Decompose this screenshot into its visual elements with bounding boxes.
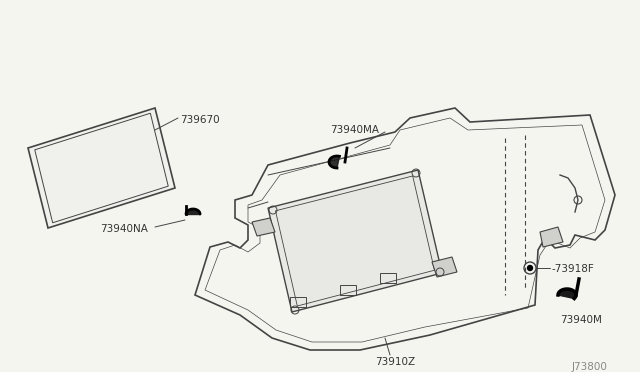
Polygon shape <box>28 108 175 228</box>
Text: 739670: 739670 <box>180 115 220 125</box>
Polygon shape <box>195 108 615 350</box>
Polygon shape <box>558 289 576 298</box>
Text: 73940MA: 73940MA <box>330 125 379 135</box>
Polygon shape <box>268 170 442 312</box>
Circle shape <box>527 266 532 270</box>
Text: 73910Z: 73910Z <box>375 357 415 367</box>
Text: -73918F: -73918F <box>552 264 595 274</box>
Text: 73940M: 73940M <box>560 315 602 325</box>
Polygon shape <box>540 227 563 247</box>
Polygon shape <box>252 218 275 236</box>
Polygon shape <box>432 257 457 277</box>
Text: J73800: J73800 <box>572 362 608 372</box>
Text: 73940NA: 73940NA <box>100 224 148 234</box>
Polygon shape <box>329 156 339 168</box>
